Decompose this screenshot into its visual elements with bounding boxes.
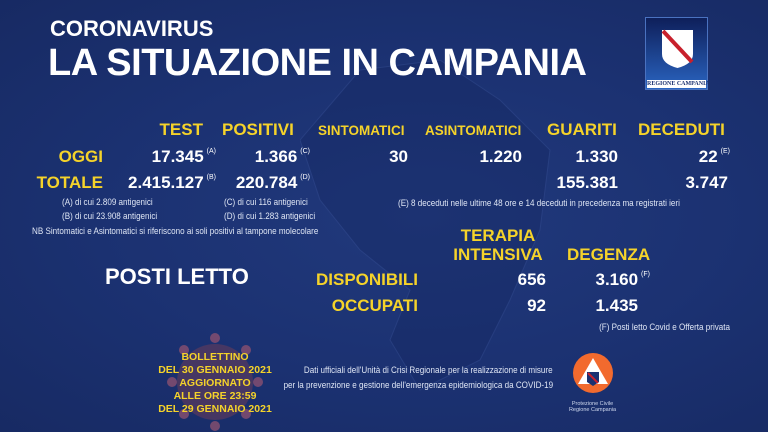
note-nb: NB Sintomatici e Asintomatici si riferis… xyxy=(32,226,319,237)
occupati-label: OCCUPATI xyxy=(331,296,418,315)
disponibili-ti: 656 xyxy=(517,270,546,289)
virus-icon xyxy=(167,333,263,431)
oggi-deceduti: 22 (E) xyxy=(698,147,730,166)
col-test: TEST xyxy=(159,120,203,139)
col-positivi: POSITIVI xyxy=(222,120,294,139)
disponibili-degenza: 3.160 (F) xyxy=(595,270,651,289)
col-deceduti: DECEDUTI xyxy=(638,120,725,139)
col-degenza: DEGENZA xyxy=(567,245,651,264)
campania-map-silhouette xyxy=(300,60,551,391)
occupati-degenza: 1.435 xyxy=(595,296,638,315)
footer-line-1: Dati ufficiali dell'Unità di Crisi Regio… xyxy=(304,365,553,376)
oggi-guariti: 1.330 xyxy=(575,147,618,166)
col-asintomatici: ASINTOMATICI xyxy=(425,123,522,138)
totale-guariti: 155.381 xyxy=(556,173,618,192)
footer-line-2: per la prevenzione e gestione dell'emerg… xyxy=(283,380,553,391)
oggi-test: 17.345 (A) xyxy=(151,147,216,166)
col-sintomatici: SINTOMATICI xyxy=(318,123,405,138)
bulletin-text: BOLLETTINO DEL 30 GENNAIO 2021 AGGIORNATO A… xyxy=(158,351,272,415)
kicker: CORONAVIRUS xyxy=(50,16,214,41)
row-totale-label: TOTALE xyxy=(36,173,103,192)
note-e: (E) 8 deceduti nelle ultime 48 ore e 14 … xyxy=(398,198,680,209)
oggi-asintomatici: 1.220 xyxy=(479,147,522,166)
totale-deceduti: 3.747 xyxy=(685,173,728,192)
totale-test: 2.415.127 (B) xyxy=(128,173,216,192)
note-d: (D) di cui 1.283 antigenici xyxy=(224,211,316,222)
protezione-civile-logo: Protezione Civile Regione Campania xyxy=(565,350,620,413)
note-a: (A) di cui 2.809 antigenici xyxy=(62,197,153,208)
occupati-ti: 92 xyxy=(527,296,546,315)
note-f: (F) Posti letto Covid e Offerta privata xyxy=(599,322,730,333)
logo-text: REGIONE CAMPANIA xyxy=(647,80,710,88)
page-title: LA SITUAZIONE IN CAMPANIA xyxy=(48,42,587,84)
regione-campania-logo: REGIONE CAMPANIA xyxy=(645,17,710,90)
totale-positivi: 220.784 (D) xyxy=(235,173,310,192)
oggi-positivi: 1.366 (C) xyxy=(254,147,310,166)
col-guariti: GUARITI xyxy=(547,120,617,139)
posti-letto-title: POSTI LETTO xyxy=(105,264,249,289)
note-c: (C) di cui 116 antigenici xyxy=(224,197,308,208)
row-oggi-label: OGGI xyxy=(58,147,103,166)
disponibili-label: DISPONIBILI xyxy=(315,270,418,289)
oggi-sintomatici: 30 xyxy=(389,147,408,166)
note-b: (B) di cui 23.908 antigenici xyxy=(62,211,158,222)
col-terapia-intensiva: TERAPIA INTENSIVA xyxy=(453,226,543,264)
